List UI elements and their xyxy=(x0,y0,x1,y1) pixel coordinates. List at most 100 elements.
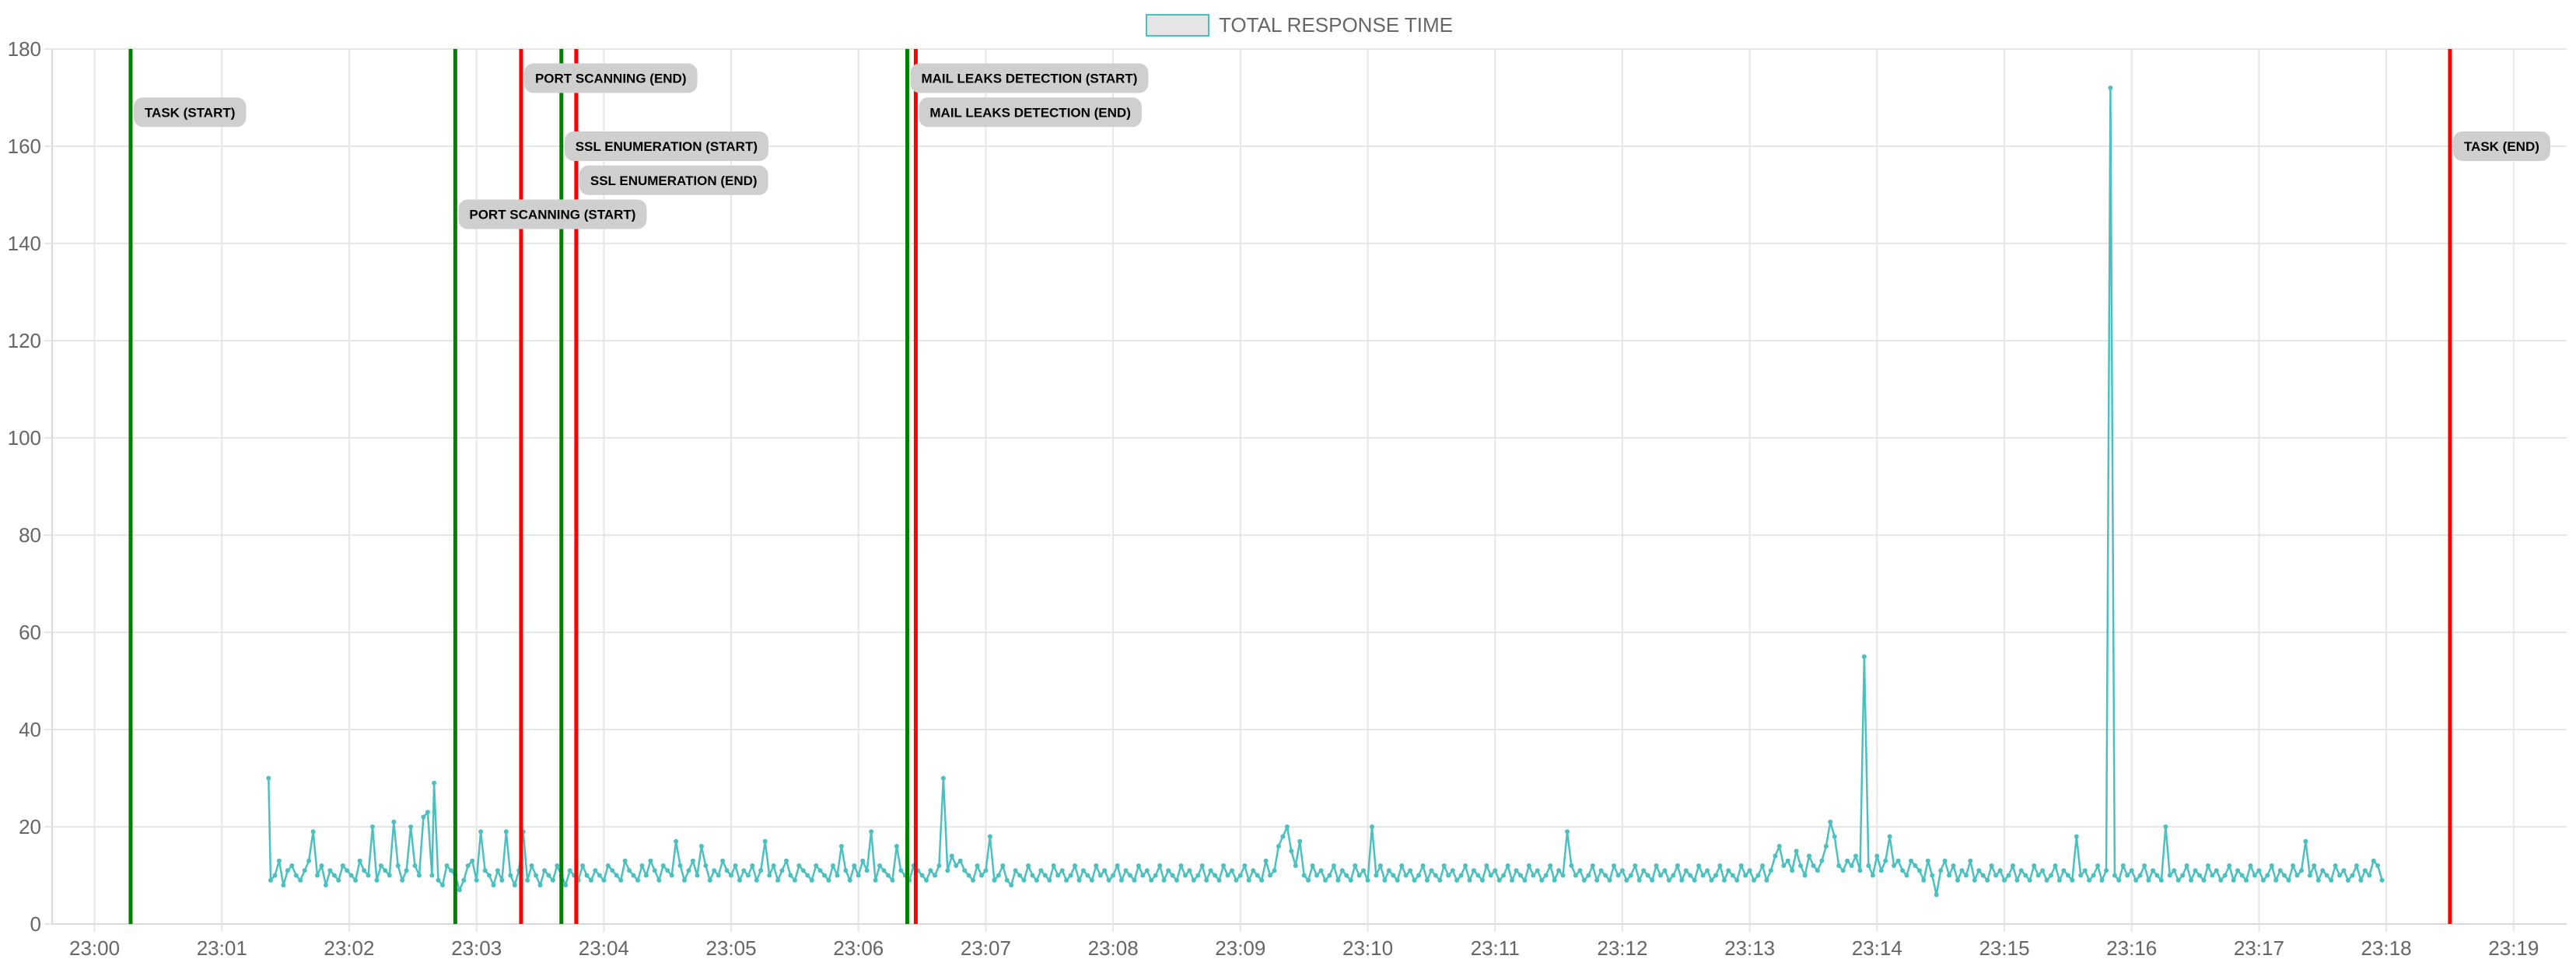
data-point[interactable] xyxy=(1213,873,1218,878)
data-point[interactable] xyxy=(2006,873,2011,878)
data-point[interactable] xyxy=(1140,873,1146,878)
data-point[interactable] xyxy=(2252,873,2257,878)
data-point[interactable] xyxy=(2087,877,2092,883)
data-point[interactable] xyxy=(762,838,768,844)
data-point[interactable] xyxy=(1166,868,1171,873)
data-point[interactable] xyxy=(1403,873,1409,878)
data-point[interactable] xyxy=(648,858,653,863)
data-point[interactable] xyxy=(1692,877,1697,883)
data-point[interactable] xyxy=(856,873,861,878)
data-point[interactable] xyxy=(1225,873,1230,878)
data-point[interactable] xyxy=(1798,863,1804,868)
data-point[interactable] xyxy=(395,863,401,868)
data-point[interactable] xyxy=(440,883,445,887)
data-point[interactable] xyxy=(894,844,899,849)
data-point[interactable] xyxy=(682,877,687,883)
data-point[interactable] xyxy=(962,868,968,873)
data-point[interactable] xyxy=(2154,873,2160,878)
data-point[interactable] xyxy=(771,863,776,868)
data-point[interactable] xyxy=(2235,868,2241,873)
data-point[interactable] xyxy=(2049,873,2053,878)
data-point[interactable] xyxy=(1853,853,1858,859)
data-point[interactable] xyxy=(881,868,887,873)
data-point[interactable] xyxy=(2337,873,2343,878)
data-point[interactable] xyxy=(1963,873,1969,878)
data-point[interactable] xyxy=(289,863,295,868)
data-point[interactable] xyxy=(1624,877,1629,883)
data-point[interactable] xyxy=(660,863,666,868)
data-point[interactable] xyxy=(796,863,802,868)
data-point[interactable] xyxy=(1581,877,1587,883)
data-point[interactable] xyxy=(971,877,976,883)
data-point[interactable] xyxy=(1306,877,1311,883)
data-point[interactable] xyxy=(1794,849,1799,854)
data-point[interactable] xyxy=(1237,873,1243,878)
data-point[interactable] xyxy=(720,858,726,863)
data-point[interactable] xyxy=(1144,868,1150,873)
data-point[interactable] xyxy=(1488,873,1493,878)
data-point[interactable] xyxy=(2078,873,2084,878)
data-point[interactable] xyxy=(474,877,479,883)
data-point[interactable] xyxy=(2172,868,2177,873)
data-point[interactable] xyxy=(2035,873,2041,878)
data-point[interactable] xyxy=(1951,863,1956,868)
data-point[interactable] xyxy=(831,863,835,868)
data-point[interactable] xyxy=(2260,877,2266,883)
data-point[interactable] xyxy=(1370,824,1374,829)
data-point[interactable] xyxy=(370,824,375,829)
data-point[interactable] xyxy=(1916,868,1922,873)
data-point[interactable] xyxy=(1017,873,1023,878)
data-point[interactable] xyxy=(2120,863,2126,868)
data-point[interactable] xyxy=(2320,868,2326,873)
data-point[interactable] xyxy=(1034,877,1039,883)
data-point[interactable] xyxy=(627,868,632,873)
data-point[interactable] xyxy=(1361,868,1367,873)
data-point[interactable] xyxy=(656,877,662,883)
data-point[interactable] xyxy=(610,868,615,873)
data-point[interactable] xyxy=(809,877,814,883)
data-point[interactable] xyxy=(817,868,823,873)
data-point[interactable] xyxy=(2239,873,2245,878)
data-point[interactable] xyxy=(869,829,874,835)
data-point[interactable] xyxy=(1819,858,1825,863)
data-point[interactable] xyxy=(2248,863,2253,868)
data-point[interactable] xyxy=(957,858,963,863)
data-point[interactable] xyxy=(1543,873,1549,878)
data-point[interactable] xyxy=(2222,873,2228,878)
data-point[interactable] xyxy=(2324,873,2329,878)
data-point[interactable] xyxy=(1590,863,1595,868)
data-point[interactable] xyxy=(529,863,534,868)
data-point[interactable] xyxy=(1208,868,1213,873)
data-point[interactable] xyxy=(285,868,290,873)
data-point[interactable] xyxy=(1021,877,1027,883)
data-point[interactable] xyxy=(2358,877,2364,883)
data-point[interactable] xyxy=(537,883,543,887)
data-point[interactable] xyxy=(2125,873,2130,878)
data-point[interactable] xyxy=(1042,873,1048,878)
data-point[interactable] xyxy=(2265,873,2270,878)
data-point[interactable] xyxy=(1760,863,1765,868)
data-point[interactable] xyxy=(2341,868,2347,873)
data-point[interactable] xyxy=(1335,877,1341,883)
data-point[interactable] xyxy=(2146,877,2151,883)
data-point[interactable] xyxy=(276,858,282,863)
data-point[interactable] xyxy=(1594,877,1600,883)
data-point[interactable] xyxy=(266,775,271,781)
data-point[interactable] xyxy=(1828,819,1833,824)
data-point[interactable] xyxy=(996,873,1001,878)
data-point[interactable] xyxy=(1980,873,1986,878)
data-point[interactable] xyxy=(1097,873,1103,878)
data-point[interactable] xyxy=(1717,863,1723,868)
data-point[interactable] xyxy=(1471,868,1476,873)
data-point[interactable] xyxy=(631,873,636,878)
data-point[interactable] xyxy=(1318,868,1324,873)
data-point[interactable] xyxy=(1887,834,1892,839)
data-point[interactable] xyxy=(1845,858,1850,863)
data-point[interactable] xyxy=(2329,877,2334,883)
data-point[interactable] xyxy=(1569,863,1574,868)
data-point[interactable] xyxy=(1501,873,1507,878)
data-point[interactable] xyxy=(2294,873,2300,878)
data-point[interactable] xyxy=(1446,873,1451,878)
data-point[interactable] xyxy=(2137,873,2143,878)
data-point[interactable] xyxy=(1968,858,1973,863)
